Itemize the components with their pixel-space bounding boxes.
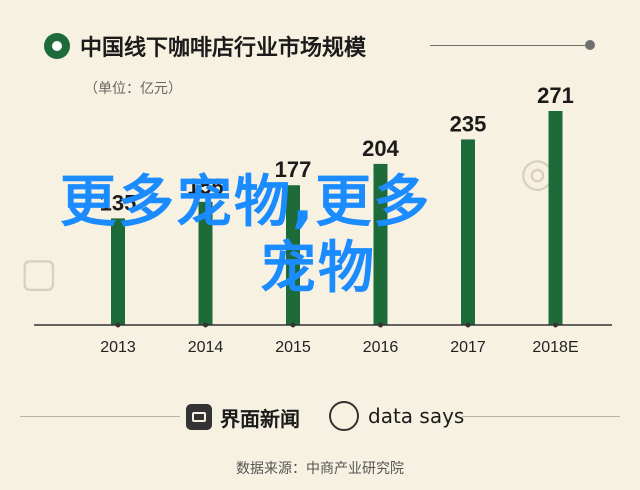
tick-mark-2015: [290, 322, 296, 328]
category-label-2015: 2015: [275, 339, 311, 356]
bar-2013: [111, 218, 125, 325]
title-divider: [430, 45, 585, 46]
brand-jiemian: 界面新闻: [220, 407, 300, 431]
chart-title: 中国线下咖啡店行业市场规模: [80, 36, 367, 61]
tick-mark-2014: [203, 322, 208, 328]
ticks-group: [115, 322, 558, 328]
category-label-2014: 2014: [188, 339, 224, 356]
overlay-watermark-text: 更多宠物,更多 宠物: [60, 170, 431, 302]
tick-mark-2017: [465, 322, 471, 328]
bar-2016: [373, 163, 388, 325]
bar-2018E: [548, 111, 563, 325]
bar-2015: [286, 185, 300, 325]
bar-2014: [198, 201, 213, 325]
data-source: 数据来源：中商产业研究院: [236, 461, 404, 477]
tick-mark-2013: [115, 322, 121, 328]
faint-brand-mark-left: ▢: [20, 250, 58, 296]
bar-2017: [461, 139, 475, 325]
category-label-2017: 2017: [450, 339, 486, 356]
value-label-2014: 156: [187, 174, 224, 199]
divider-dot-icon: [585, 40, 595, 50]
value-label-2018E: 271: [537, 83, 574, 108]
category-label-2013: 2013: [100, 339, 136, 356]
bars-group: [111, 111, 563, 325]
footer-divider-left: [20, 416, 180, 417]
tick-mark-2016: [378, 322, 383, 328]
overlay-line-1: 更多宠物,更多: [60, 170, 432, 235]
value-label-2017: 235: [450, 111, 487, 136]
unit-label: （单位：亿元）: [84, 81, 182, 97]
overlay-line-2: 宠物: [260, 236, 376, 301]
footer-divider-right: [462, 416, 620, 417]
title-bullet-icon: [44, 33, 70, 59]
category-label-2016: 2016: [363, 339, 399, 356]
tick-mark-2018E: [553, 322, 558, 328]
category-labels-group: 2013 2014 2015 2016 2017 2018E: [100, 339, 578, 356]
brand-data-says: data says: [368, 404, 465, 428]
value-label-2016: 204: [362, 136, 399, 161]
category-label-2018E: 2018E: [532, 339, 578, 356]
chart-header: 中国线下咖啡店行业市场规模: [0, 0, 640, 90]
jiemian-logo-icon: [186, 404, 212, 430]
data-says-logo-icon: [329, 401, 359, 431]
value-label-2013: 135: [100, 190, 137, 215]
value-labels-group: 135 156 177 204 235 271: [100, 83, 574, 215]
value-label-2015: 177: [275, 157, 312, 182]
